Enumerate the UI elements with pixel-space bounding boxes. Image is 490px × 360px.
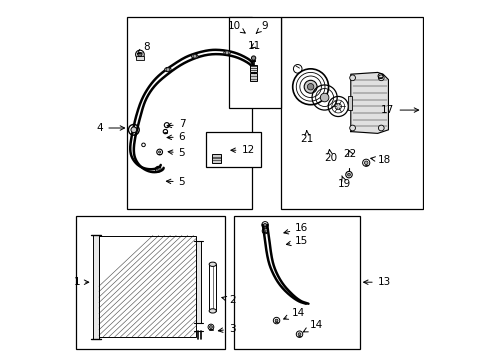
Bar xyxy=(93,234,99,338)
Circle shape xyxy=(138,52,142,57)
Bar xyxy=(348,96,352,110)
Bar xyxy=(250,73,257,81)
Text: 20: 20 xyxy=(324,149,337,163)
Text: 13: 13 xyxy=(364,277,391,287)
Text: 4: 4 xyxy=(97,123,124,133)
Circle shape xyxy=(275,319,278,322)
Circle shape xyxy=(166,68,170,71)
Ellipse shape xyxy=(209,262,216,266)
Text: 11: 11 xyxy=(248,41,261,50)
Circle shape xyxy=(304,80,317,93)
Circle shape xyxy=(365,161,368,165)
Bar xyxy=(229,17,281,108)
Text: 9: 9 xyxy=(256,21,268,33)
Text: 12: 12 xyxy=(231,145,255,155)
Circle shape xyxy=(193,54,196,58)
Text: 5: 5 xyxy=(167,177,185,187)
Bar xyxy=(136,56,144,60)
Bar xyxy=(234,216,360,348)
Bar xyxy=(281,17,422,209)
Text: 5: 5 xyxy=(168,148,185,158)
Circle shape xyxy=(307,84,314,90)
Bar xyxy=(196,241,201,323)
Circle shape xyxy=(298,333,301,336)
Bar xyxy=(126,17,252,209)
Circle shape xyxy=(131,127,137,133)
Text: 1: 1 xyxy=(74,277,89,287)
Text: 18: 18 xyxy=(371,155,391,165)
Text: 10: 10 xyxy=(228,21,245,33)
Circle shape xyxy=(378,125,384,131)
Circle shape xyxy=(210,325,212,328)
Circle shape xyxy=(378,75,384,81)
Ellipse shape xyxy=(165,67,171,72)
Ellipse shape xyxy=(209,309,216,313)
Text: 19: 19 xyxy=(338,176,351,189)
Ellipse shape xyxy=(224,50,230,55)
Text: 14: 14 xyxy=(284,308,305,319)
Circle shape xyxy=(264,230,266,232)
Circle shape xyxy=(251,56,256,60)
Circle shape xyxy=(159,151,161,153)
Circle shape xyxy=(264,224,267,226)
Text: 22: 22 xyxy=(343,149,357,159)
Ellipse shape xyxy=(192,54,198,58)
Circle shape xyxy=(335,103,342,110)
Text: 14: 14 xyxy=(303,320,323,332)
Bar xyxy=(99,235,196,337)
Circle shape xyxy=(347,173,350,176)
Circle shape xyxy=(350,75,355,81)
Text: 15: 15 xyxy=(287,236,309,246)
Text: 21: 21 xyxy=(300,131,314,144)
Text: 17: 17 xyxy=(381,105,418,115)
Text: 2: 2 xyxy=(222,295,236,305)
Text: 16: 16 xyxy=(284,224,309,234)
Circle shape xyxy=(157,168,159,170)
Polygon shape xyxy=(351,72,389,134)
Text: 3: 3 xyxy=(219,324,236,334)
Bar xyxy=(76,216,225,348)
Circle shape xyxy=(225,51,229,54)
Bar xyxy=(250,64,257,72)
Bar xyxy=(212,154,221,163)
Bar xyxy=(205,132,261,167)
Circle shape xyxy=(350,125,355,131)
Bar xyxy=(99,235,196,337)
Text: 8: 8 xyxy=(138,42,149,54)
Text: 7: 7 xyxy=(167,120,185,129)
Circle shape xyxy=(320,93,329,102)
Bar xyxy=(209,264,216,311)
Text: 6: 6 xyxy=(167,132,185,142)
